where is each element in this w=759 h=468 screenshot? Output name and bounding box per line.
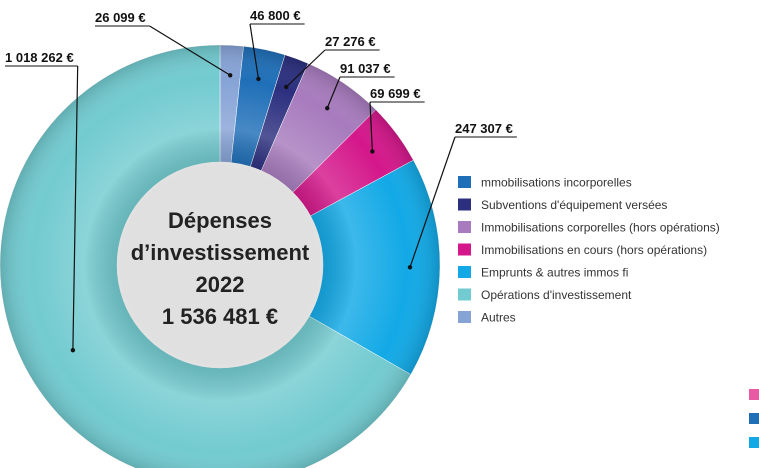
legend-label: Subventions d'équipement versées — [481, 198, 667, 212]
deco — [749, 389, 759, 400]
value-label: 46 800 € — [250, 8, 301, 23]
legend-swatch — [458, 221, 471, 233]
legend-swatch — [458, 198, 471, 211]
legend-label: Emprunts & autres immos fi — [481, 266, 628, 280]
legend-swatch — [458, 243, 471, 256]
value-label: 247 307 € — [455, 121, 513, 136]
legend-label: Autres — [481, 311, 516, 325]
legend-swatch — [458, 288, 471, 301]
leader-dot — [325, 105, 330, 111]
leader-line — [285, 49, 326, 88]
leader-line — [326, 76, 341, 109]
center-text: d’investissement — [131, 240, 310, 265]
center-text: 1 536 481 € — [162, 304, 278, 329]
legend-swatch — [458, 176, 471, 188]
leader-dot — [228, 73, 233, 78]
leader-line — [249, 23, 260, 80]
center-text: Dépenses — [168, 208, 272, 233]
deco — [749, 437, 759, 448]
legend-label: Opérations d'investissement — [481, 288, 632, 302]
legend-swatch — [458, 311, 471, 323]
legend-label: Immobilisations en cours (hors opération… — [481, 243, 707, 257]
leader-dot — [284, 84, 289, 90]
center-text: 2022 — [196, 272, 245, 297]
leader-line — [149, 25, 231, 76]
value-label: 27 276 € — [325, 34, 376, 49]
legend-swatch — [458, 266, 471, 278]
leader-line — [409, 136, 456, 268]
deco — [749, 413, 759, 424]
leader-dot — [256, 76, 261, 82]
leader-line — [369, 101, 373, 152]
legend-label: mmobilisations incorporelles — [481, 176, 632, 190]
leader-dot — [370, 149, 375, 154]
leader-line — [72, 65, 79, 351]
value-label: 26 099 € — [95, 10, 146, 25]
value-label: 1 018 262 € — [5, 50, 74, 65]
leader-dot — [407, 265, 413, 270]
legend-label: Immobilisations corporelles (hors opérat… — [481, 221, 720, 235]
value-label: 91 037 € — [340, 61, 391, 76]
leader-dot — [70, 347, 76, 353]
value-label: 69 699 € — [370, 86, 421, 101]
